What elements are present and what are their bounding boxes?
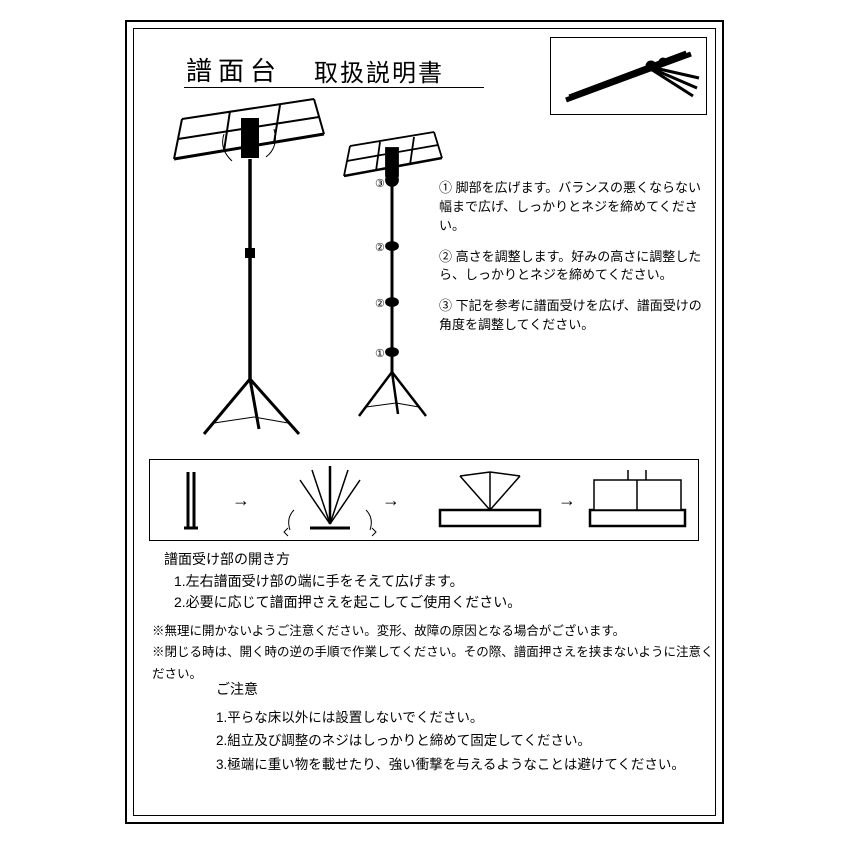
marker-1: ① xyxy=(375,347,385,360)
open-line-2: 2.必要に応じて譜面押さえを起こしてご使用ください。 xyxy=(164,592,521,614)
opening-diagram-box: → → → xyxy=(149,459,699,541)
caution-1: 1.平らな床以外には設置しないでください。 xyxy=(216,706,685,730)
title-sub: 取扱説明書 xyxy=(314,53,444,88)
folded-stand-icon xyxy=(551,38,706,114)
inner-frame: 譜面台 取扱説明書 xyxy=(133,28,716,816)
how-to-open: 譜面受け部の開き方 1.左右譜面受け部の端に手をそえて広げます。 2.必要に応じ… xyxy=(164,549,521,614)
title-main: 譜面台 xyxy=(186,51,282,88)
marker-2b: ② xyxy=(375,297,385,310)
caution-3: 3.極端に重い物を載せたり、強い衝撃を与えるようなことは避けてください。 xyxy=(216,753,685,777)
arrow-icon: → xyxy=(232,490,250,510)
warn-1: ※無理に開かないようご注意ください。変形、故障の原因となる場合がございます。 xyxy=(152,621,715,642)
assembled-stand-icon xyxy=(164,89,344,439)
arrow-icon: → xyxy=(558,490,576,510)
arrow-icon: → xyxy=(382,490,400,510)
caution-header: ご注意 xyxy=(216,677,685,702)
step-2: ② 高さを調整します。好みの高さに調整したら、しっかりとネジを締めてください。 xyxy=(439,248,704,286)
labeled-stand-icon xyxy=(334,124,454,424)
step-3: ③ 下記を参考に譜面受けを広げ、譜面受けの角度を調整してください。 xyxy=(439,297,704,335)
warnings-block: ※無理に開かないようご注意ください。変形、故障の原因となる場合がございます。 ※… xyxy=(152,621,715,685)
marker-3: ③ xyxy=(375,177,385,190)
caution-block: ご注意 1.平らな床以外には設置しないでください。 2.組立及び調整のネジはしっ… xyxy=(216,677,685,776)
marker-2: ② xyxy=(375,241,385,254)
instruction-steps: ① 脚部を広げます。バランスの悪くならない幅まで広げ、しっかりとネジを締めてくだ… xyxy=(439,179,704,347)
opening-sequence-icon: → → → xyxy=(150,460,698,540)
step-1: ① 脚部を広げます。バランスの悪くならない幅まで広げ、しっかりとネジを締めてくだ… xyxy=(439,179,704,236)
document-sheet: 譜面台 取扱説明書 xyxy=(125,20,724,824)
title-underline xyxy=(184,87,484,88)
open-line-1: 1.左右譜面受け部の端に手をそえて広げます。 xyxy=(164,571,521,593)
open-header: 譜面受け部の開き方 xyxy=(164,549,521,571)
caution-2: 2.組立及び調整のネジはしっかりと締めて固定してください。 xyxy=(216,729,685,753)
folded-stand-photo xyxy=(550,37,707,115)
